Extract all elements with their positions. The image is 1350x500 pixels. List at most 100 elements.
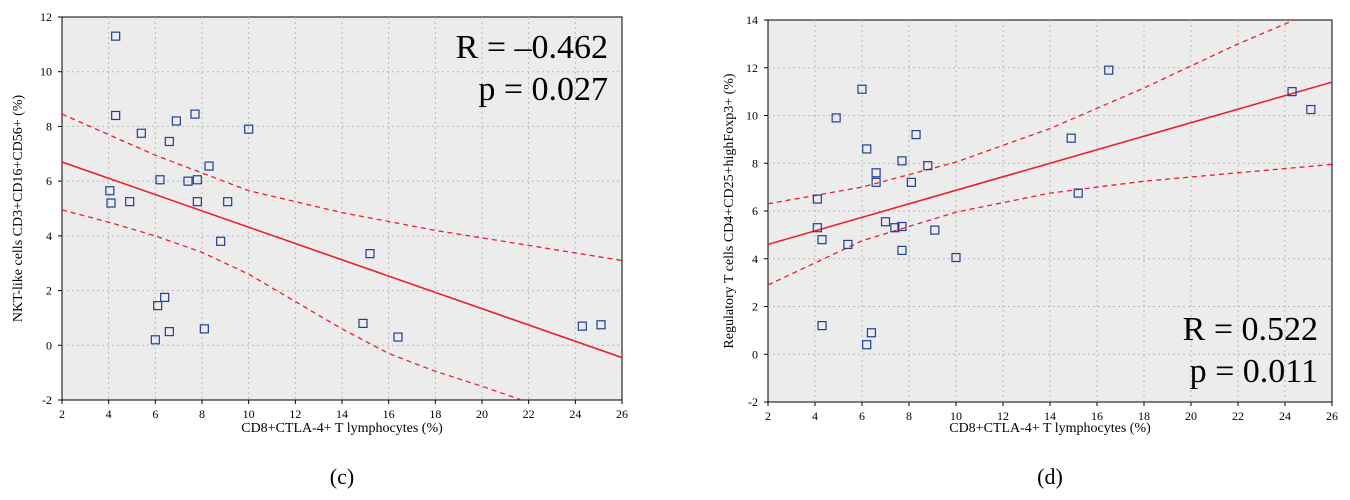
data-point: [223, 197, 233, 207]
data-point: [930, 225, 940, 235]
y-tick-label: 6: [752, 204, 758, 218]
chart-panel-d: 2 4 6 8 10 12 14 16 18 20 22 24 26-202468101214CD8+C…: [722, 13, 1338, 489]
data-point: [817, 321, 827, 331]
x-tick-label: 16: [1091, 409, 1103, 423]
data-point: [150, 335, 160, 345]
data-point: [106, 198, 116, 208]
x-tick-label: 20: [1185, 409, 1197, 423]
data-point: [897, 221, 907, 232]
data-point: [153, 301, 163, 311]
chart-panel-c: 2 4 6 8 10 12 14 16 18 20 22 24 26-2024681012CD8+CTL…: [11, 10, 628, 489]
x-tick-label: 4: [106, 407, 112, 421]
data-point: [862, 340, 872, 350]
data-point: [1104, 65, 1114, 75]
data-point: [596, 320, 606, 330]
data-point: [171, 116, 181, 126]
x-tick-label: 24: [1279, 409, 1291, 423]
data-point: [1306, 104, 1316, 115]
y-tick-label: -2: [42, 393, 52, 407]
x-tick-label: 12: [289, 407, 301, 421]
data-point: [204, 161, 214, 171]
data-point: [812, 223, 822, 233]
y-tick-label: 0: [46, 338, 52, 352]
data-point: [190, 109, 200, 119]
y-tick-label: 10: [746, 109, 758, 123]
x-tick-label: 4: [812, 409, 818, 423]
y-tick-label: 10: [40, 65, 52, 79]
data-point: [890, 223, 900, 233]
data-point: [111, 110, 121, 121]
data-point: [862, 144, 872, 154]
x-tick-label: 2: [765, 409, 771, 423]
y-tick-label: 2: [752, 300, 758, 314]
data-point: [192, 175, 202, 185]
x-tick-label: 8: [199, 407, 205, 421]
data-point: [136, 128, 146, 138]
data-point: [105, 186, 115, 196]
data-point: [1066, 133, 1076, 143]
data-point: [871, 168, 881, 178]
data-point: [183, 176, 193, 186]
data-point: [911, 130, 921, 140]
data-point: [1287, 87, 1297, 97]
panel-label: (c): [330, 464, 354, 489]
confidence-upper-line: [768, 20, 1295, 205]
data-point: [880, 217, 891, 227]
y-tick-label: 12: [40, 10, 52, 24]
data-point: [857, 84, 867, 94]
data-point: [393, 332, 403, 342]
correlation-r-label: R = 0.522: [1183, 311, 1318, 348]
y-tick-label: -2: [748, 395, 758, 409]
data-point: [244, 124, 254, 134]
y-tick-label: 6: [46, 174, 52, 188]
panel-label: (d): [1037, 464, 1063, 489]
data-point: [812, 194, 822, 204]
data-point: [1073, 188, 1083, 198]
data-point: [164, 136, 174, 147]
y-axis-title: Regulatory T cells CD4+CD25+highFoxp3+ (…: [722, 73, 737, 348]
regression-line: [62, 161, 622, 359]
x-axis-title: CD8+CTLA-4+ T lymphocytes (%): [241, 421, 443, 436]
x-tick-label: 24: [569, 407, 581, 421]
x-tick-label: 2: [59, 407, 65, 421]
x-tick-label: 8: [906, 409, 912, 423]
data-point: [164, 327, 174, 337]
x-tick-label: 22: [523, 407, 535, 421]
confidence-upper-line: [62, 113, 622, 262]
x-tick-label: 12: [997, 409, 1009, 423]
data-point: [831, 113, 841, 123]
y-tick-label: 2: [46, 284, 52, 298]
y-tick-label: 4: [752, 252, 758, 266]
data-point: [817, 235, 827, 245]
p-value-label: p = 0.011: [1190, 353, 1318, 390]
y-tick-label: 12: [746, 61, 758, 75]
data-point: [951, 252, 961, 263]
y-tick-label: 8: [46, 119, 52, 133]
data-point: [199, 324, 209, 334]
data-point: [923, 161, 933, 171]
data-point: [365, 249, 375, 259]
x-tick-label: 14: [336, 407, 348, 421]
data-point: [897, 156, 907, 166]
data-point: [358, 318, 368, 328]
data-point: [216, 236, 226, 246]
p-value-label: p = 0.027: [478, 71, 608, 108]
confidence-lower-line: [768, 163, 1332, 286]
x-tick-label: 18: [1138, 409, 1150, 423]
x-tick-label: 16: [383, 407, 395, 421]
x-tick-label: 6: [859, 409, 865, 423]
confidence-lower-line: [62, 209, 522, 400]
x-tick-label: 26: [616, 407, 628, 421]
data-point: [192, 197, 202, 207]
x-tick-label: 18: [429, 407, 441, 421]
x-tick-label: 14: [1044, 409, 1056, 423]
y-axis-title: NKT-like cells CD3+CD16+CD56+ (%): [11, 95, 26, 323]
x-tick-label: 22: [1232, 409, 1244, 423]
x-tick-label: 10: [243, 407, 255, 421]
x-tick-label: 20: [476, 407, 488, 421]
y-tick-label: 4: [46, 229, 52, 243]
x-axis-title: CD8+CTLA-4+ T lymphocytes (%): [949, 421, 1151, 436]
y-tick-label: 8: [752, 156, 758, 170]
x-tick-label: 10: [950, 409, 962, 423]
